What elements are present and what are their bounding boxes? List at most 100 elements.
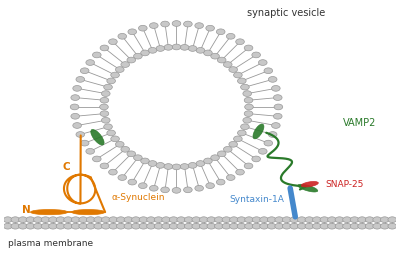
- Circle shape: [100, 45, 109, 51]
- Ellipse shape: [91, 130, 104, 145]
- Ellipse shape: [72, 210, 105, 215]
- Circle shape: [56, 223, 65, 229]
- Circle shape: [207, 217, 216, 223]
- Circle shape: [162, 223, 170, 229]
- Circle shape: [195, 23, 204, 28]
- Circle shape: [86, 148, 94, 154]
- Circle shape: [79, 217, 88, 223]
- Circle shape: [141, 50, 149, 56]
- Circle shape: [64, 217, 72, 223]
- Text: synaptic vesicle: synaptic vesicle: [247, 8, 325, 18]
- Circle shape: [118, 34, 126, 39]
- Circle shape: [204, 50, 212, 56]
- Circle shape: [245, 217, 253, 223]
- Circle shape: [124, 217, 133, 223]
- Circle shape: [226, 175, 235, 180]
- Circle shape: [192, 223, 200, 229]
- Circle shape: [154, 223, 163, 229]
- Circle shape: [214, 217, 223, 223]
- Circle shape: [41, 223, 50, 229]
- Circle shape: [124, 223, 133, 229]
- Circle shape: [150, 185, 158, 191]
- Circle shape: [172, 188, 181, 193]
- Circle shape: [237, 217, 246, 223]
- Circle shape: [132, 223, 140, 229]
- Circle shape: [161, 187, 169, 193]
- Circle shape: [116, 142, 124, 147]
- Circle shape: [107, 78, 116, 84]
- Circle shape: [200, 217, 208, 223]
- Circle shape: [107, 130, 116, 136]
- Circle shape: [26, 223, 35, 229]
- Circle shape: [216, 179, 225, 185]
- Circle shape: [18, 223, 27, 229]
- Circle shape: [206, 25, 214, 31]
- Circle shape: [64, 223, 72, 229]
- Circle shape: [73, 123, 82, 128]
- Circle shape: [4, 217, 12, 223]
- Circle shape: [71, 95, 80, 101]
- Circle shape: [73, 85, 82, 91]
- Ellipse shape: [298, 184, 318, 192]
- Circle shape: [335, 217, 344, 223]
- Circle shape: [282, 217, 291, 223]
- Circle shape: [229, 142, 238, 147]
- Circle shape: [244, 111, 253, 117]
- Circle shape: [109, 169, 117, 175]
- Text: α-Synuclein: α-Synuclein: [112, 193, 165, 202]
- Circle shape: [172, 44, 181, 50]
- Circle shape: [92, 52, 101, 58]
- Circle shape: [224, 62, 232, 67]
- Circle shape: [86, 223, 95, 229]
- Circle shape: [102, 223, 110, 229]
- Ellipse shape: [301, 181, 318, 187]
- Circle shape: [274, 113, 282, 119]
- Circle shape: [267, 217, 276, 223]
- Circle shape: [244, 163, 253, 169]
- Text: Syntaxin-1A: Syntaxin-1A: [230, 195, 284, 204]
- Circle shape: [258, 60, 267, 65]
- Circle shape: [164, 164, 173, 169]
- Circle shape: [104, 84, 112, 90]
- Circle shape: [172, 21, 181, 26]
- Circle shape: [184, 217, 193, 223]
- Circle shape: [217, 57, 226, 63]
- Circle shape: [236, 39, 244, 45]
- Circle shape: [132, 217, 140, 223]
- Circle shape: [343, 217, 351, 223]
- Circle shape: [264, 140, 273, 146]
- Circle shape: [150, 23, 158, 28]
- Circle shape: [102, 217, 110, 223]
- Circle shape: [214, 223, 223, 229]
- Circle shape: [328, 223, 336, 229]
- Circle shape: [275, 217, 284, 223]
- Circle shape: [156, 45, 165, 51]
- Circle shape: [236, 169, 244, 175]
- Circle shape: [272, 85, 280, 91]
- Circle shape: [222, 217, 231, 223]
- Circle shape: [226, 34, 235, 39]
- Circle shape: [86, 60, 94, 65]
- Circle shape: [238, 130, 246, 136]
- Circle shape: [380, 217, 389, 223]
- Circle shape: [234, 136, 242, 142]
- Circle shape: [34, 223, 42, 229]
- Circle shape: [243, 117, 252, 123]
- Circle shape: [180, 44, 189, 50]
- Circle shape: [80, 68, 89, 74]
- Circle shape: [139, 223, 148, 229]
- Circle shape: [121, 147, 130, 152]
- Circle shape: [312, 217, 321, 223]
- Circle shape: [18, 217, 27, 223]
- Circle shape: [4, 223, 12, 229]
- Circle shape: [148, 47, 157, 53]
- Circle shape: [252, 217, 261, 223]
- Text: plasma membrane: plasma membrane: [8, 239, 93, 248]
- Circle shape: [141, 158, 149, 164]
- Circle shape: [358, 223, 366, 229]
- Circle shape: [350, 223, 359, 229]
- Circle shape: [100, 104, 108, 110]
- Circle shape: [230, 223, 238, 229]
- Circle shape: [49, 223, 57, 229]
- Circle shape: [100, 97, 109, 103]
